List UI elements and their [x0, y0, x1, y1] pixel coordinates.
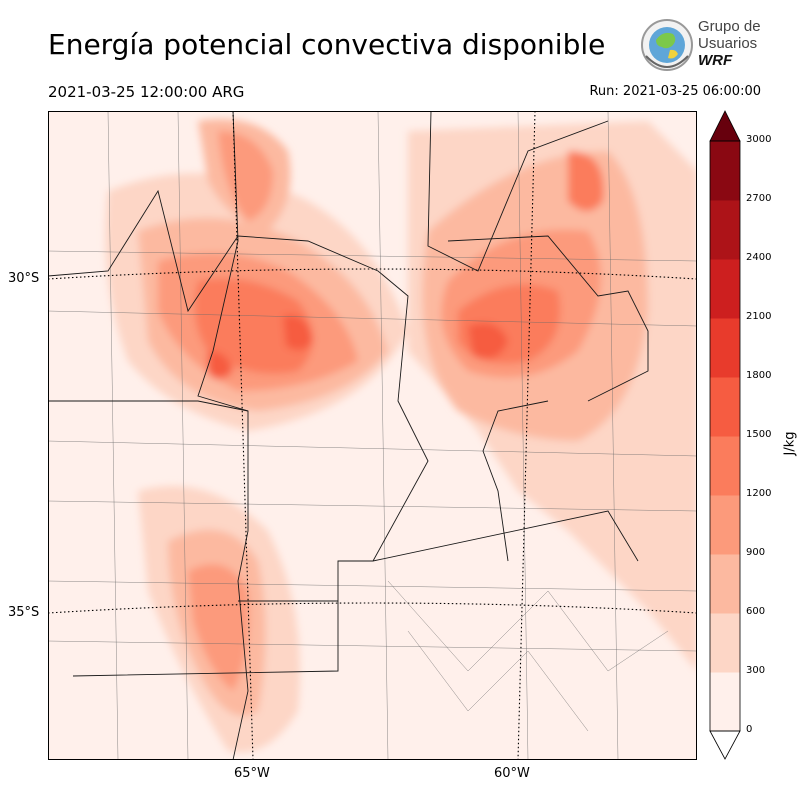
- logo-line-3: WRF: [698, 52, 733, 69]
- run-time: Run: 2021-03-25 06:00:00: [589, 84, 761, 99]
- colorbar-tick-label: 2400: [746, 252, 772, 263]
- cape-field: [105, 119, 697, 753]
- lat-label-35s: 35°S: [8, 605, 40, 620]
- colorbar-bands: [710, 141, 740, 732]
- colorbar-tick-label: 900: [746, 547, 766, 558]
- logo-text: Grupo de Usuarios WRF: [698, 18, 761, 69]
- colorbar-tick-label: 0: [746, 724, 753, 735]
- colorbar-tick-label: 1500: [746, 429, 772, 440]
- logo-line-2: Usuarios: [698, 35, 758, 52]
- colorbar-band: [710, 613, 740, 673]
- colorbar-band: [710, 672, 740, 732]
- colorbar-tick-label: 2100: [746, 311, 772, 322]
- colorbar-band: [710, 436, 740, 496]
- colorbar-band: [710, 495, 740, 555]
- globe-icon: [641, 19, 693, 71]
- graticule: [48, 111, 697, 760]
- logo-line-1: Grupo de: [698, 18, 761, 35]
- province-boundaries: [48, 111, 649, 760]
- valid-time: 2021-03-25 12:00:00 ARG: [48, 83, 245, 101]
- colorbar-unit: J/kg: [782, 431, 798, 456]
- colorbar-band: [710, 141, 740, 201]
- colorbar-frame: [709, 140, 741, 732]
- colorbar-max-arrow: [709, 110, 741, 142]
- colorbar-tick-label: 3000: [746, 134, 772, 145]
- colorbar-band: [710, 318, 740, 378]
- wrf-logo: Grupo de Usuarios WRF: [638, 16, 768, 76]
- colorbar-min-arrow: [709, 730, 741, 760]
- colorbar-tick-label: 1800: [746, 370, 772, 381]
- colorbar-band: [710, 259, 740, 319]
- colorbar-tick-label: 1200: [746, 488, 772, 499]
- department-boundaries: [48, 111, 697, 760]
- map-title: Energía potencial convectiva disponible: [48, 28, 606, 61]
- colorbar-tick-label: 300: [746, 665, 766, 676]
- colorbar-tick-label: 2700: [746, 193, 772, 204]
- colorbar-band: [710, 377, 740, 437]
- lon-label-60w: 60°W: [494, 766, 530, 781]
- colorbar-tick-label: 600: [746, 606, 766, 617]
- colorbar-band: [710, 554, 740, 614]
- lon-label-65w: 65°W: [234, 766, 270, 781]
- lat-label-30s: 30°S: [8, 271, 40, 286]
- map-frame: [48, 111, 697, 760]
- cape-map: [48, 111, 697, 760]
- colorbar-band: [710, 200, 740, 260]
- colorbar: [709, 110, 741, 760]
